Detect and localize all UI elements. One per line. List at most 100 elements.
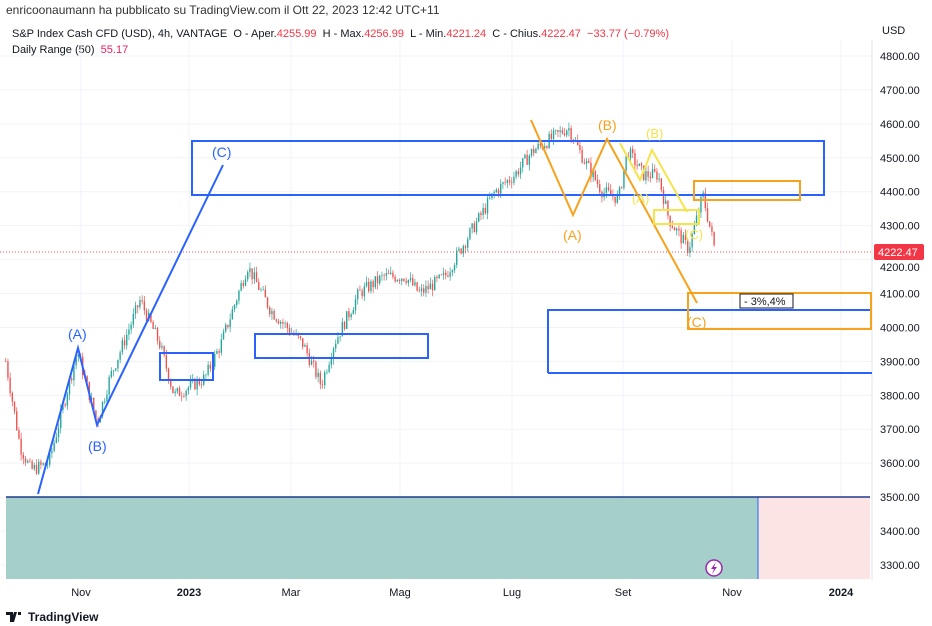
candle-body [139, 300, 141, 308]
open-label: O - Aper. [233, 28, 277, 40]
candle-body [533, 148, 535, 154]
y-tick-label: 3600.00 [880, 458, 920, 470]
candle-body [46, 464, 49, 466]
candle-body [453, 264, 456, 271]
candle-body [207, 364, 209, 375]
candle-body [610, 190, 612, 196]
candle-body [273, 311, 275, 320]
yellow-box [653, 209, 700, 225]
candle-body [60, 409, 62, 429]
candle-body [106, 394, 108, 402]
candle-body [130, 324, 132, 330]
y-tick-label: 4700.00 [880, 85, 920, 97]
y-tick-label: 4800.00 [880, 51, 920, 63]
candle-body [73, 365, 75, 381]
candle-body [51, 450, 53, 454]
candle-body [524, 154, 526, 159]
candle-body [108, 377, 110, 395]
candle-body [35, 464, 38, 474]
candle-body [519, 167, 522, 175]
candle-body [330, 358, 333, 365]
candle-body [515, 171, 517, 177]
candle-body [152, 322, 154, 329]
candle-body [110, 371, 113, 378]
candle-body [161, 346, 163, 348]
x-tick-label: Mag [389, 587, 410, 599]
candle-body [636, 165, 638, 167]
candle-body [71, 378, 73, 381]
candle-body [557, 130, 559, 132]
candle-body [414, 282, 416, 286]
candle-body [178, 388, 181, 397]
candle-body [385, 273, 388, 276]
candle-body [288, 328, 291, 334]
candle-body [497, 189, 500, 194]
candle-body [425, 285, 427, 293]
wave-label-b: (B) [646, 126, 663, 141]
candle-body [176, 388, 179, 392]
candle-body [284, 323, 286, 324]
candle-body [427, 285, 429, 290]
candle-body [449, 272, 451, 277]
blue-box [159, 352, 214, 381]
candle-body [24, 458, 27, 463]
x-tick-label: Lug [503, 587, 521, 599]
candle-body [218, 351, 220, 353]
wave-label-c: (C) [685, 227, 703, 242]
candle-body [596, 179, 599, 185]
candle-body [365, 281, 368, 287]
candle-body [49, 453, 51, 465]
candle-body [299, 336, 302, 339]
candle-body [370, 281, 372, 292]
candle-body [592, 171, 594, 178]
candle-body [431, 283, 434, 291]
candle-body [585, 161, 588, 164]
candle-body [486, 198, 489, 214]
candle-body [475, 221, 478, 233]
candle-body [632, 148, 634, 154]
candle-body [335, 343, 337, 349]
candle-body [359, 289, 361, 291]
wave-label-b: (B) [88, 438, 107, 454]
symbol-name[interactable]: S&P Index Cash CFD (USD), 4h, VANTAGE [12, 28, 228, 40]
candle-body [552, 130, 555, 139]
candle-body [53, 442, 55, 451]
candle-body [319, 372, 322, 385]
candle-body [244, 279, 247, 286]
candle-body [482, 207, 484, 216]
close-value: 4222.47 [541, 28, 581, 40]
y-tick-label: 4400.00 [880, 187, 920, 199]
candle-body [16, 411, 18, 431]
candle-body [662, 190, 665, 204]
indicator-name[interactable]: Daily Range (50) [12, 44, 95, 56]
candle-body [187, 387, 190, 391]
candle-body [372, 281, 374, 288]
candle-body [526, 154, 528, 165]
candle-body [695, 215, 698, 226]
candle-body [616, 194, 619, 203]
candle-body [134, 305, 137, 314]
candle-body [22, 454, 25, 459]
currency-label[interactable]: USD [882, 25, 906, 37]
candle-body [625, 156, 627, 171]
candle-body [33, 464, 36, 469]
candle-body [240, 283, 242, 291]
candle-body [145, 310, 148, 321]
candle-body [260, 289, 262, 291]
candle-body [328, 364, 330, 372]
candle-body [55, 437, 58, 443]
candle-body [511, 182, 513, 183]
candle-body [154, 328, 157, 329]
candle-body [458, 248, 460, 251]
candle-body [423, 288, 425, 293]
candle-body [634, 153, 636, 166]
candle-body [183, 396, 185, 397]
candle-body [354, 299, 357, 311]
brand-name: TradingView [28, 610, 99, 624]
y-tick-label: 3400.00 [880, 526, 920, 538]
candle-body [614, 196, 616, 203]
candle-body [18, 430, 20, 439]
candle-body [304, 345, 306, 347]
candle-body [253, 272, 256, 280]
